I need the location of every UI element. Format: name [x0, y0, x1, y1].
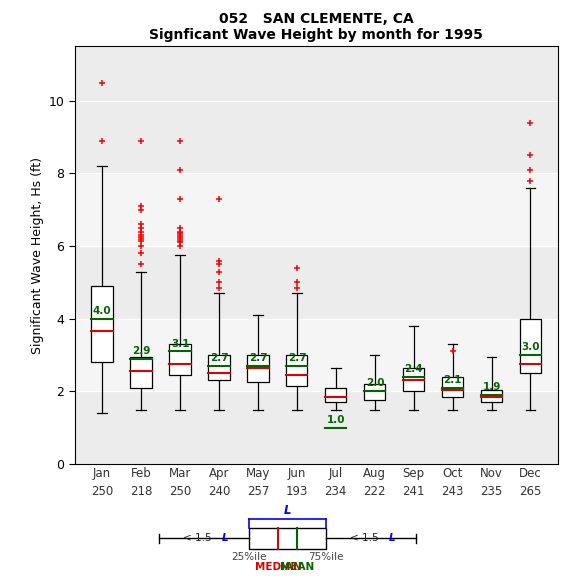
Text: 1.0: 1.0: [327, 415, 345, 425]
Text: 2.9: 2.9: [132, 346, 151, 356]
Text: 234: 234: [324, 485, 347, 498]
Text: 75%ile: 75%ile: [308, 552, 344, 563]
Text: 241: 241: [402, 485, 425, 498]
Bar: [364, 384, 385, 400]
Bar: [91, 286, 113, 362]
Text: 193: 193: [286, 485, 308, 498]
Text: 250: 250: [91, 485, 113, 498]
Text: Sep: Sep: [402, 467, 425, 480]
Text: Jun: Jun: [288, 467, 306, 480]
Bar: [131, 357, 152, 388]
Text: MEDIAN: MEDIAN: [255, 562, 302, 572]
Text: 4.0: 4.0: [93, 306, 112, 316]
Text: 243: 243: [442, 485, 464, 498]
Text: L: L: [221, 534, 228, 543]
Bar: [169, 344, 191, 375]
Bar: [75, 173, 558, 246]
Bar: [75, 319, 558, 392]
Text: Dec: Dec: [519, 467, 542, 480]
Text: 3.0: 3.0: [522, 342, 540, 352]
Bar: [208, 355, 229, 380]
Text: Jan: Jan: [93, 467, 111, 480]
Bar: [403, 368, 424, 392]
Text: 2.0: 2.0: [366, 379, 384, 389]
Text: 3.1: 3.1: [171, 339, 190, 349]
Bar: [442, 377, 463, 397]
Title: 052   SAN CLEMENTE, CA
Signficant Wave Height by month for 1995: 052 SAN CLEMENTE, CA Signficant Wave Hei…: [150, 12, 483, 42]
Text: Nov: Nov: [480, 467, 503, 480]
Text: Jul: Jul: [328, 467, 343, 480]
Text: 1.9: 1.9: [482, 382, 501, 392]
Bar: [286, 355, 308, 386]
Text: 2.1: 2.1: [444, 375, 462, 385]
Text: < 1.5: < 1.5: [350, 534, 382, 543]
Text: 235: 235: [480, 485, 503, 498]
Text: 250: 250: [169, 485, 191, 498]
Text: Feb: Feb: [131, 467, 151, 480]
Text: 265: 265: [519, 485, 542, 498]
Text: 2.7: 2.7: [210, 353, 228, 363]
Text: Aug: Aug: [363, 467, 386, 480]
Text: 240: 240: [208, 485, 230, 498]
Text: < 1.5: < 1.5: [183, 534, 215, 543]
Text: Mar: Mar: [168, 467, 191, 480]
Bar: [520, 319, 541, 373]
Text: L: L: [283, 505, 292, 517]
Text: 222: 222: [363, 485, 386, 498]
Text: 2.7: 2.7: [288, 353, 306, 363]
Text: 2.7: 2.7: [249, 353, 267, 363]
Text: MEAN: MEAN: [279, 562, 314, 572]
Y-axis label: Significant Wave Height, Hs (ft): Significant Wave Height, Hs (ft): [31, 157, 44, 354]
Bar: [481, 390, 502, 403]
Text: Apr: Apr: [209, 467, 229, 480]
Text: Oct: Oct: [442, 467, 463, 480]
Bar: [247, 355, 269, 382]
Bar: [325, 388, 347, 403]
Text: 2.4: 2.4: [405, 364, 423, 374]
Text: 218: 218: [130, 485, 152, 498]
Text: 257: 257: [247, 485, 269, 498]
Text: 25%ile: 25%ile: [231, 552, 267, 563]
Text: May: May: [246, 467, 270, 480]
Bar: [249, 528, 326, 549]
Text: L: L: [389, 534, 396, 543]
